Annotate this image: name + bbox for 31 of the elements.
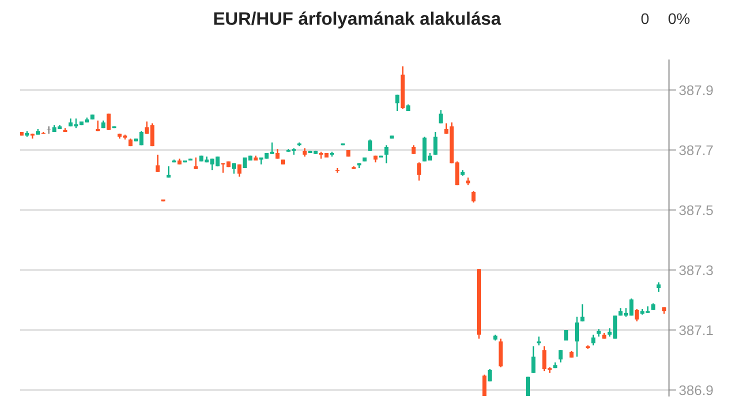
candlestick <box>580 304 584 322</box>
candlestick <box>472 190 476 204</box>
candlestick <box>433 131 438 156</box>
text: 0% <box>668 13 690 24</box>
candlestick <box>46 126 51 134</box>
chart-title: EUR/HUF árfolyamának alakulása <box>214 12 502 28</box>
candlestick <box>237 164 242 178</box>
candlestick <box>591 334 596 346</box>
candlestick <box>156 154 160 173</box>
candlestick <box>488 368 492 382</box>
candlestick <box>232 162 236 174</box>
candlestick <box>194 156 198 170</box>
candlestick <box>384 144 388 164</box>
candlestick <box>368 138 372 152</box>
y-tick-label: 387.9 <box>679 85 713 96</box>
candlestick <box>574 316 579 358</box>
candlestick <box>531 346 536 374</box>
candlestick <box>438 109 443 124</box>
text: 0 <box>641 13 649 24</box>
y-tick-label: 387.1 <box>679 325 713 336</box>
candlestick <box>482 374 486 396</box>
candlestick <box>634 308 639 322</box>
candlestick <box>558 349 563 364</box>
y-tick-label: 386.9 <box>679 385 713 396</box>
candlestick <box>417 162 422 182</box>
y-tick-label: 387.7 <box>679 145 713 156</box>
y-tick-label: 387.5 <box>679 205 713 216</box>
y-tick-label: 387.3 <box>679 265 713 276</box>
candlestick <box>656 282 661 293</box>
candlestick <box>395 94 400 112</box>
candlestick <box>106 113 111 131</box>
